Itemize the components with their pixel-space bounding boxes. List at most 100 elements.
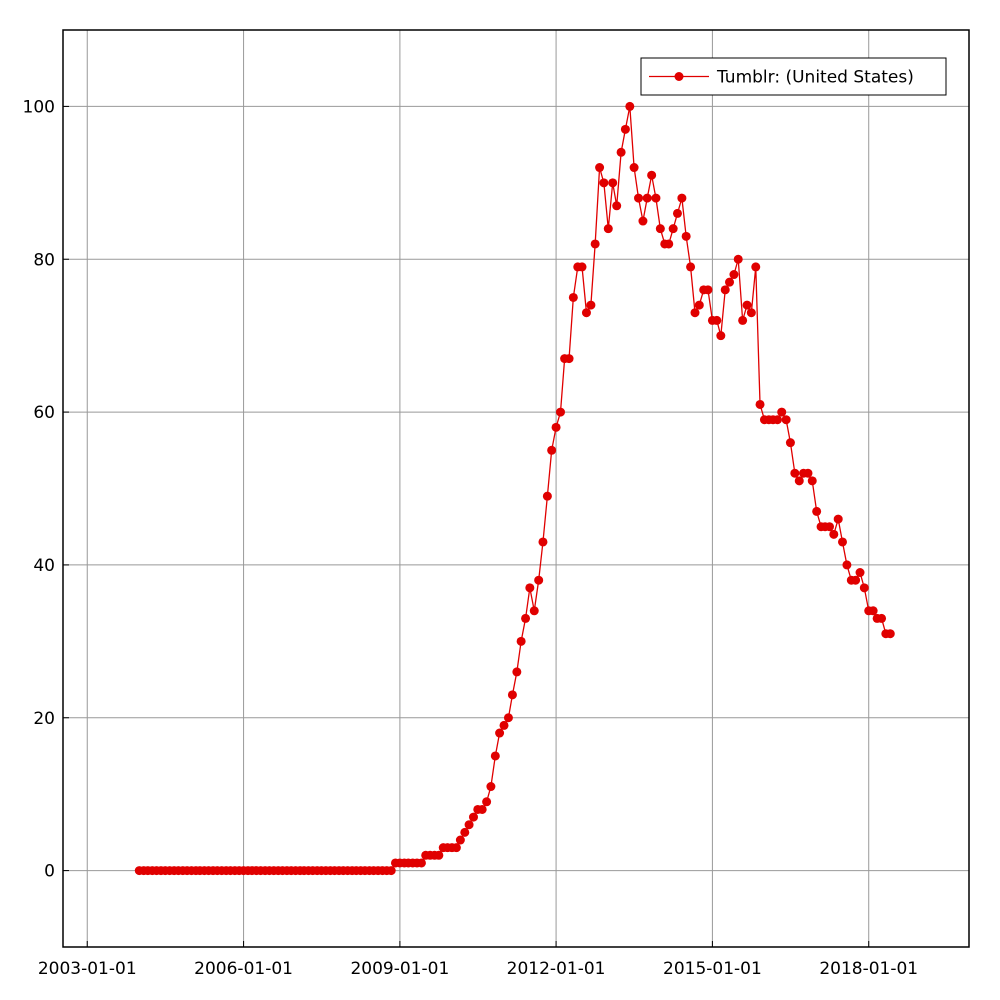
marker [651, 193, 661, 203]
marker [434, 850, 444, 860]
marker [586, 300, 596, 310]
marker [720, 285, 730, 295]
marker [655, 224, 665, 234]
marker [668, 224, 678, 234]
marker [794, 476, 804, 486]
marker [538, 537, 548, 547]
marker [803, 468, 813, 478]
marker [812, 506, 822, 516]
marker [738, 315, 748, 325]
x-tick-label: 2009-01-01 [350, 959, 449, 979]
x-tick-label: 2012-01-01 [507, 959, 606, 979]
marker [542, 491, 552, 501]
marker [490, 751, 500, 761]
marker [729, 270, 739, 280]
marker [868, 606, 878, 616]
y-tick-label: 40 [33, 556, 55, 576]
marker [608, 178, 618, 188]
marker [568, 292, 578, 302]
marker [525, 583, 535, 593]
marker [742, 300, 752, 310]
marker [503, 713, 513, 723]
marker [464, 820, 474, 830]
marker [455, 835, 465, 845]
y-tick-label: 20 [33, 709, 55, 729]
marker [551, 422, 561, 432]
marker [672, 208, 682, 218]
marker [746, 308, 756, 318]
marker [690, 308, 700, 318]
marker [733, 254, 743, 264]
marker [599, 178, 609, 188]
marker [885, 629, 895, 639]
x-tick-label: 2015-01-01 [663, 959, 762, 979]
marker [859, 583, 869, 593]
marker [477, 804, 487, 814]
marker [482, 797, 492, 807]
marker [807, 476, 817, 486]
marker [681, 231, 691, 241]
marker [451, 843, 461, 853]
legend-marker [674, 72, 684, 81]
marker [829, 529, 839, 539]
marker [664, 239, 674, 249]
marker [507, 690, 517, 700]
marker [785, 438, 795, 448]
marker [577, 262, 587, 272]
marker [521, 613, 531, 623]
marker [755, 399, 765, 409]
marker [694, 300, 704, 310]
marker [837, 537, 847, 547]
marker [534, 575, 544, 585]
marker [529, 606, 539, 616]
marker [625, 101, 635, 111]
marker [725, 277, 735, 287]
marker [716, 331, 726, 341]
marker [516, 636, 526, 646]
marker [686, 262, 696, 272]
line [139, 106, 891, 872]
marker [833, 514, 843, 524]
marker [495, 728, 505, 738]
marker [781, 415, 791, 425]
marker [712, 315, 722, 325]
marker [468, 812, 478, 822]
marker [612, 201, 622, 211]
legend-label: Tumblr: (United States) [716, 68, 914, 88]
marker [486, 782, 496, 792]
marker [634, 193, 644, 203]
marker [790, 468, 800, 478]
marker [772, 415, 782, 425]
marker [603, 224, 613, 234]
marker [512, 667, 522, 677]
marker [581, 308, 591, 318]
marker [855, 568, 865, 578]
marker [556, 407, 566, 417]
marker [547, 445, 557, 455]
marker [842, 560, 852, 570]
marker [703, 285, 713, 295]
marker [590, 239, 600, 249]
marker [595, 163, 605, 173]
x-tick-label: 2003-01-01 [38, 959, 137, 979]
y-tick-label: 80 [33, 250, 55, 270]
y-tick-label: 60 [33, 403, 55, 423]
y-tick-label: 100 [23, 97, 55, 117]
x-tick-label: 2018-01-01 [819, 959, 918, 979]
marker [638, 216, 648, 226]
legend: Tumblr: (United States) [640, 57, 947, 96]
marker [499, 720, 509, 730]
x-tick-label: 2006-01-01 [194, 959, 293, 979]
marker [416, 858, 426, 868]
marker [642, 193, 652, 203]
marker [460, 827, 470, 837]
marker [851, 575, 861, 585]
marker [877, 613, 887, 623]
marker [647, 170, 657, 180]
marker [616, 147, 626, 157]
marker [677, 193, 687, 203]
marker [777, 407, 787, 417]
marker [386, 866, 396, 876]
y-tick-label: 0 [44, 862, 55, 882]
